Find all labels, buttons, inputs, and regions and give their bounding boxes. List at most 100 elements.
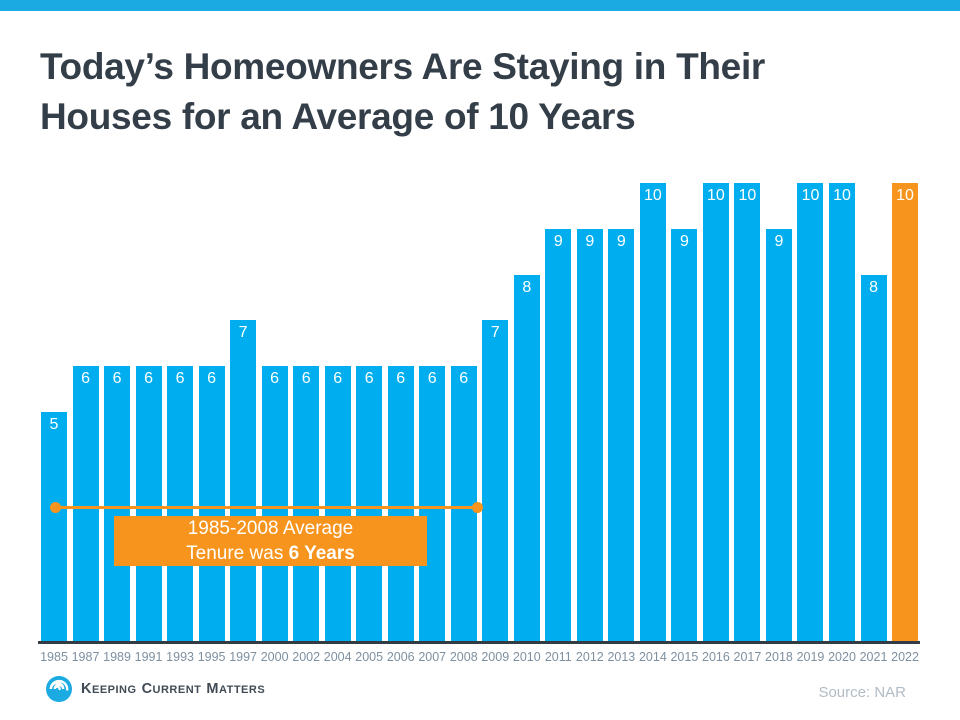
x-axis-label: 2006 (386, 650, 415, 664)
bar-1989: 6 (104, 366, 131, 641)
bar-value-label: 6 (364, 370, 374, 388)
bar-1991: 6 (135, 366, 162, 641)
bar-value-label: 6 (81, 370, 90, 388)
bar-2009: 7 (482, 320, 509, 641)
bar-2008: 6 (450, 366, 477, 641)
page-title: Today’s Homeowners Are Staying in Their … (40, 42, 920, 142)
bar-value-label: 9 (585, 232, 595, 250)
bar-value-label: 7 (490, 324, 500, 342)
bar-2022: 10 (892, 183, 919, 641)
span-endpoint-dot-left (50, 502, 61, 513)
bar-2016: 10 (702, 183, 729, 641)
x-axis-label: 1985 (40, 650, 68, 664)
bar-value-label: 10 (896, 187, 914, 204)
bar-2007: 6 (419, 366, 446, 641)
bar-value-label: 6 (459, 370, 469, 388)
average-tenure-callout: 1985-2008 Average Tenure was 6 Years (114, 516, 427, 566)
bar-value-label: 6 (301, 370, 311, 388)
x-axis-label: 2004 (323, 650, 352, 664)
bar-value-label: 10 (643, 187, 662, 204)
bar-2010: 8 (513, 274, 540, 641)
bar-value-label: 5 (49, 416, 59, 433)
page-title-line2: Houses for an Average of 10 Years (40, 96, 636, 137)
x-axis-label: 2011 (544, 650, 572, 664)
bar-value-label: 10 (833, 187, 851, 204)
bar-2005: 6 (356, 366, 383, 641)
x-axis-label: 1997 (229, 650, 258, 664)
x-axis-label: 1987 (71, 650, 100, 664)
bar-value-label: 6 (270, 370, 280, 388)
bar-2021: 8 (860, 274, 887, 641)
bar-1985: 5 (41, 412, 67, 641)
bar-2014: 10 (639, 183, 666, 641)
bar-value-label: 8 (869, 278, 878, 296)
x-axis-label: 2014 (638, 650, 667, 664)
bar-value-label: 9 (679, 232, 689, 250)
bar-value-label: 9 (553, 232, 563, 250)
x-axis-label: 2012 (575, 650, 604, 664)
bar-2015: 9 (671, 228, 698, 641)
bar-1993: 6 (167, 366, 194, 641)
callout-bold-text: 6 Years (288, 543, 355, 564)
bar-value-label: 8 (522, 278, 532, 296)
x-axis-label: 2021 (859, 650, 888, 664)
x-axis-label: 2009 (481, 650, 510, 664)
span-endpoint-dot-right (472, 502, 483, 513)
bar-2018: 9 (765, 228, 792, 641)
x-axis-label: 1993 (166, 650, 194, 664)
x-axis-label: 2000 (260, 650, 289, 664)
bar-2019: 10 (797, 183, 824, 641)
bar-value-label: 6 (175, 370, 185, 388)
bar-value-label: 6 (144, 370, 153, 388)
bar-2013: 9 (608, 228, 635, 641)
bar-1997: 7 (230, 320, 257, 641)
x-axis-line (38, 641, 920, 644)
kcm-logo: KEEPING CURRENT MATTERS (46, 676, 270, 702)
bar-2017: 10 (734, 183, 761, 641)
bar-value-label: 7 (238, 324, 248, 342)
bar-2004: 6 (324, 366, 351, 641)
x-axis-label: 2015 (670, 650, 699, 664)
bar-value-label: 6 (333, 370, 343, 388)
x-axis-label: 2007 (418, 650, 447, 664)
x-axis-label: 2010 (512, 650, 541, 664)
x-axis-label: 1989 (103, 650, 131, 664)
bar-value-label: 10 (707, 187, 725, 204)
bar-value-label: 10 (738, 187, 757, 204)
bar-2000: 6 (261, 366, 288, 641)
bar-2006: 6 (387, 366, 414, 641)
kcm-swirl-icon (46, 676, 72, 702)
x-axis-label: 2005 (355, 650, 384, 664)
bar-value-label: 6 (427, 370, 437, 388)
page-title-line1: Today’s Homeowners Are Staying in Their (40, 46, 766, 87)
bar-1987: 6 (72, 366, 99, 641)
average-span-line (55, 506, 478, 509)
bar-value-label: 6 (396, 370, 406, 388)
x-axis-label: 2008 (449, 650, 478, 664)
x-axis-label: 2019 (796, 650, 825, 664)
bar-2020: 10 (829, 183, 855, 641)
bar-2012: 9 (576, 228, 603, 641)
bar-value-label: 10 (801, 187, 820, 204)
x-axis-label: 1991 (134, 650, 163, 664)
bar-value-label: 6 (207, 370, 217, 388)
callout-line1: 1985-2008 Average (187, 518, 354, 539)
bar-value-label: 9 (616, 232, 626, 250)
bar-1995: 6 (198, 366, 225, 641)
bar-2002: 6 (293, 366, 320, 641)
x-axis-label: 2017 (733, 650, 762, 664)
callout-line2: Tenure was 6 Years (186, 543, 355, 564)
x-axis-label: 2016 (702, 650, 730, 664)
x-axis-label: 1995 (197, 650, 226, 664)
top-accent-bar (0, 0, 960, 11)
x-axis-label: 2022 (891, 650, 919, 664)
bar-value-label: 6 (112, 370, 122, 388)
kcm-logo-text: KEEPING CURRENT MATTERS (81, 681, 266, 697)
x-axis-label: 2013 (607, 650, 636, 664)
x-axis-label: 2020 (828, 650, 856, 664)
bar-2011: 9 (545, 228, 572, 641)
bar-value-label: 9 (774, 232, 784, 250)
source-attribution: Source: NAR (818, 684, 906, 701)
x-axis-label: 2002 (292, 650, 321, 664)
x-axis-label: 2018 (765, 650, 793, 664)
